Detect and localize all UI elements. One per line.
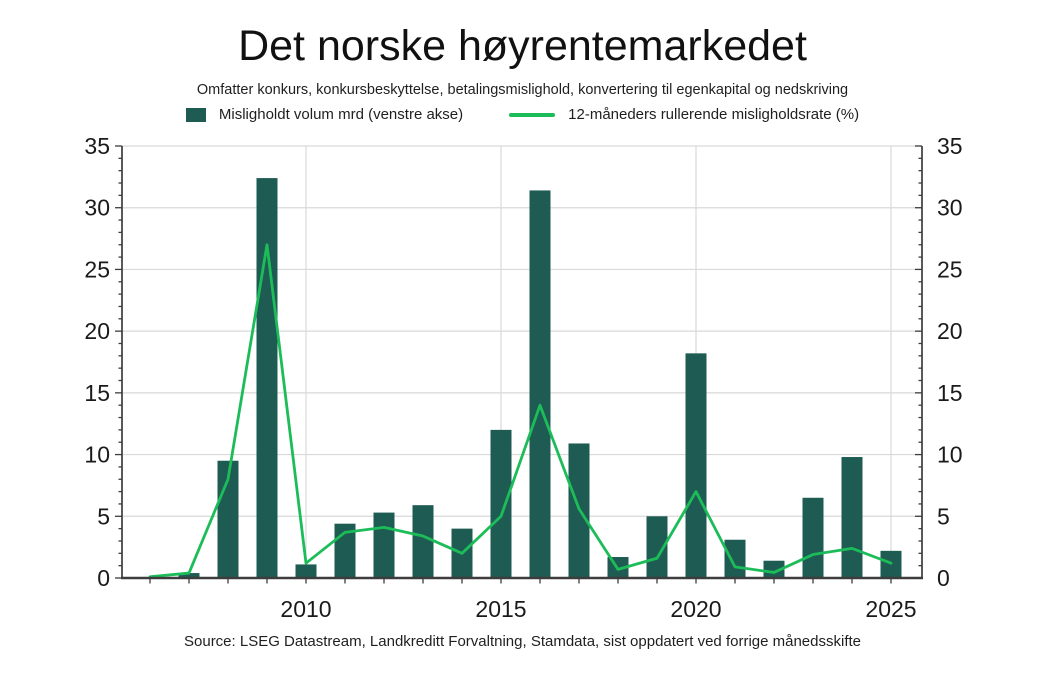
chart-legend: Misligholdt volum mrd (venstre akse) 12-… — [0, 106, 1045, 123]
line-legend-label: 12-måneders rullerende misligholdsrate (… — [568, 106, 860, 123]
y-axis-left-label-15: 15 — [84, 380, 110, 406]
chart-title: Det norske høyrentemarkedet — [238, 22, 807, 70]
x-axis-label-2010: 2010 — [280, 596, 331, 622]
legend-item-volume: Misligholdt volum mrd (venstre akse) — [185, 106, 464, 123]
y-axis-right-label-10: 10 — [937, 442, 963, 468]
bar-2024 — [841, 457, 863, 578]
bar-2013 — [412, 505, 434, 578]
bar-2019 — [646, 516, 668, 578]
x-axis-label-2020: 2020 — [670, 596, 721, 622]
y-axis-right-label-0: 0 — [937, 565, 950, 591]
chart-subtitle: Omfatter konkurs, konkursbeskyttelse, be… — [196, 82, 849, 98]
legend-item-rate: 12-måneders rullerende misligholdsrate (… — [509, 106, 859, 123]
bar-legend-label: Misligholdt volum mrd (venstre akse) — [218, 106, 464, 123]
x-axis-label-2015: 2015 — [475, 596, 526, 622]
bar-2009 — [256, 178, 278, 578]
bar-2022 — [763, 560, 785, 578]
bar-2016 — [529, 190, 551, 579]
bar-2020 — [685, 353, 707, 578]
y-axis-right-label-30: 30 — [937, 195, 963, 221]
line-legend-swatch — [509, 112, 556, 117]
x-axis-label-2025: 2025 — [865, 596, 916, 622]
y-axis-right-label-5: 5 — [937, 503, 950, 529]
y-axis-right-label-15: 15 — [937, 380, 963, 406]
bar-2021 — [724, 539, 746, 578]
y-axis-left-label-5: 5 — [97, 503, 110, 529]
bar-2007 — [178, 573, 200, 578]
bar-legend-swatch — [185, 107, 206, 122]
y-axis-left-label-20: 20 — [84, 318, 110, 344]
source-note: Source: LSEG Datastream, Landkreditt For… — [184, 633, 861, 650]
bar-2012 — [373, 512, 395, 578]
y-axis-left-label-0: 0 — [97, 565, 110, 591]
y-axis-left-label-30: 30 — [84, 195, 110, 221]
default-rate-line — [148, 243, 893, 579]
bar-2023 — [802, 497, 824, 578]
y-axis-right-label-35: 35 — [937, 133, 963, 159]
bar-2015 — [490, 429, 512, 578]
y-axis-left-label-10: 10 — [84, 442, 110, 468]
bar-2010 — [295, 564, 317, 578]
y-axis-right-label-20: 20 — [937, 318, 963, 344]
y-axis-left-label-25: 25 — [84, 256, 110, 282]
y-axis-left-label-35: 35 — [84, 133, 110, 159]
y-axis-right-label-25: 25 — [937, 256, 963, 282]
